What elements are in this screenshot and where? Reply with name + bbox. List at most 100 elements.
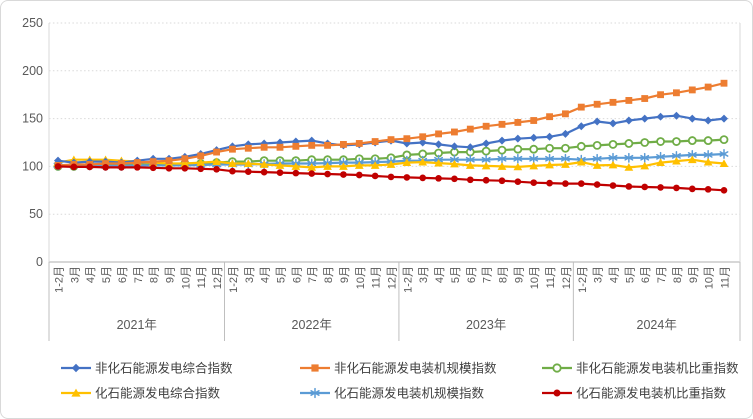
data-point-square [419,133,427,141]
x-month-label: 4月 [260,266,272,283]
data-point-asterisk [719,149,729,159]
data-point-diamond [513,134,522,143]
legend-label: 非化石能源发电综合指数 [95,361,233,376]
data-point-diamond [307,136,316,145]
legend-item: 化石能源发电综合指数 [61,386,221,401]
data-point-square [641,95,649,102]
data-point-circle [371,172,379,180]
year-label: 2022年 [292,318,332,332]
data-point-square [514,119,522,126]
x-month-label: 6月 [640,266,652,283]
x-month-label: 3月 [244,266,256,283]
data-point-triangle [418,157,428,166]
data-point-asterisk [529,153,539,164]
data-point-circle [482,176,490,184]
x-month-label: 7月 [133,266,145,283]
data-point-circle [102,164,109,171]
data-point-square [720,79,728,87]
data-point-open-circle [703,136,713,146]
data-point-circle [118,164,125,171]
x-month-label: 10月 [355,266,367,289]
data-point-diamond [561,129,570,138]
data-point-circle [387,173,395,181]
data-point-square [657,91,664,99]
data-point-diamond [609,119,617,128]
data-point-asterisk [497,153,507,164]
series-circle [54,163,728,194]
data-point-triangle [180,159,190,167]
data-point-triangle [339,162,348,170]
x-month-label: 9月 [339,266,351,283]
x-month-label: 5月 [276,266,288,283]
data-point-open-circle [561,143,570,153]
data-point-circle [688,185,696,193]
data-point-open-circle [687,136,697,146]
data-point-square [688,86,696,94]
data-point-circle [260,168,268,176]
legend-item: 化石能源发电装机规模指数 [300,386,485,401]
data-point-triangle [561,160,570,168]
x-month-label: 7月 [307,266,319,283]
data-point-circle [133,164,141,171]
x-month-label: 1-2月 [228,266,240,293]
data-point-open-circle [640,138,650,147]
data-point-triangle [640,161,650,170]
legend-label: 化石能源发电综合指数 [95,386,221,401]
data-point-triangle [545,160,554,169]
data-point-circle [181,164,189,172]
data-point-diamond [656,112,665,121]
data-point-circle [276,169,284,176]
data-point-circle [657,184,664,191]
data-point-circle [355,171,363,179]
data-point-square [229,145,236,153]
data-point-diamond [593,117,602,126]
data-point-triangle [672,156,681,165]
data-point-square [704,83,712,91]
data-point-open-circle [719,135,729,145]
data-point-open-circle [545,143,554,153]
data-point-diamond [672,111,681,120]
data-point-triangle [592,161,602,169]
data-point-open-circle [552,363,562,373]
data-point-circle [577,180,585,187]
data-point-triangle [529,161,539,170]
x-month-label: 9月 [513,266,525,283]
data-point-circle [593,181,601,188]
x-month-label: 1-2月 [402,266,414,293]
data-point-circle [641,183,649,191]
data-point-square [577,103,585,111]
data-point-open-circle [624,139,634,148]
data-point-triangle [497,162,507,170]
data-point-circle [340,171,347,178]
data-point-square [466,125,474,133]
data-point-triangle [243,159,253,167]
data-point-open-circle [481,146,491,156]
data-point-diamond [704,116,713,125]
data-point-circle [562,180,569,187]
legend-item: 非化石能源发电装机规模指数 [300,361,497,376]
data-point-circle [498,177,506,185]
year-label: 2024年 [637,318,677,332]
data-point-square [371,138,379,145]
data-point-square [451,128,458,136]
x-month-label: 8月 [323,266,335,283]
x-month-label: 11月 [720,266,732,288]
x-month-label: 6月 [291,266,303,283]
data-point-triangle [354,161,364,169]
data-point-diamond [482,139,491,148]
data-point-triangle [196,158,206,166]
x-month-label: 5月 [450,266,462,283]
x-month-label: 8月 [149,266,161,283]
data-point-square [149,158,157,166]
data-point-square [102,160,109,167]
data-point-diamond [466,143,475,152]
data-point-square [197,152,205,160]
data-point-square [625,97,633,104]
x-month-label: 6月 [466,266,478,283]
data-point-square [593,100,601,108]
data-point-square [546,113,553,121]
data-point-diamond [71,363,81,373]
data-point-open-circle [576,141,586,151]
data-point-open-circle [513,144,523,154]
data-point-square [292,142,300,150]
